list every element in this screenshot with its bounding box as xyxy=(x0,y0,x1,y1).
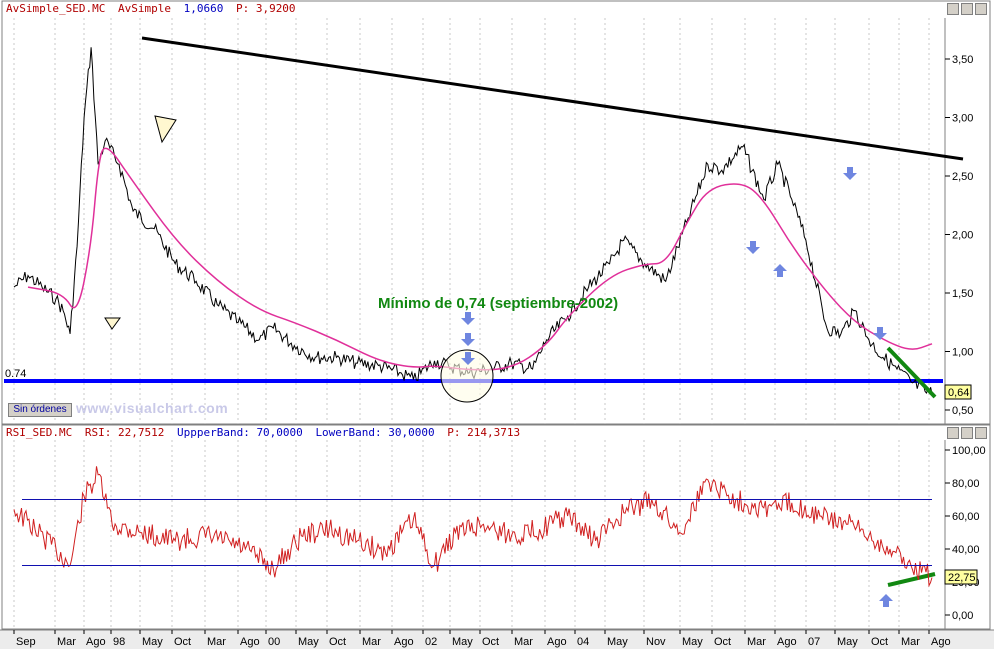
x-tick-label: Ago xyxy=(86,636,106,648)
x-tick-label: May xyxy=(452,636,473,648)
rsi-header-p: P: 214,3713 xyxy=(447,426,520,439)
x-tick-label: Oct xyxy=(871,636,888,648)
no-orders-button[interactable]: Sin órdenes xyxy=(8,403,72,417)
x-tick-label: 02 xyxy=(425,636,437,648)
rsi-maximize-button[interactable] xyxy=(961,427,973,439)
arrow-down-icon xyxy=(873,327,887,340)
minimize-button[interactable] xyxy=(947,3,959,15)
rsi-y-tick-label: 40,00 xyxy=(952,544,980,556)
minimum-annotation: Mínimo de 0,74 (septiembre-2002) xyxy=(378,295,618,312)
price-header-p: P: 3,9200 xyxy=(236,2,296,15)
x-tick-label: Mar xyxy=(57,636,76,648)
time-x-axis: Sep Mar Ago 98 May Oct Mar Ago 00 May Oct Mar Ago 02 M… xyxy=(13,630,951,648)
arrow-down-icon xyxy=(843,167,857,180)
rsi-y-tick-label: 80,00 xyxy=(952,478,980,490)
price-y-tick-label: 2,50 xyxy=(952,171,973,183)
rsi-header: RSI_SED.MC RSI: 22,7512 UppperBand: 70,0… xyxy=(6,426,520,439)
time-axis-strip xyxy=(0,630,994,649)
arrow-down-icon xyxy=(461,352,475,365)
x-tick-label: Oct xyxy=(174,636,191,648)
price-panel-frame xyxy=(1,0,991,425)
x-tick-label: Mar xyxy=(514,636,533,648)
maximize-button[interactable] xyxy=(961,3,973,15)
x-tick-label: Mar xyxy=(207,636,226,648)
rsi-header-upper: UppperBand: 70,0000 xyxy=(177,426,303,439)
x-tick-label: 07 xyxy=(808,636,820,648)
rsi-header-value: RSI: 22,7512 xyxy=(85,426,164,439)
watermark: www.visualchart.com xyxy=(76,400,229,416)
rsi-last-value: 22,75 xyxy=(948,572,976,584)
x-tick-label: May xyxy=(837,636,858,648)
rsi-minimize-button[interactable] xyxy=(947,427,959,439)
x-tick-label: Oct xyxy=(482,636,499,648)
x-tick-label: Sep xyxy=(16,636,36,648)
price-y-tick-label: 3,00 xyxy=(952,113,973,125)
price-header: AvSimple_SED.MC AvSimple 1,0660 P: 3,920… xyxy=(6,2,296,15)
price-y-axis: 3,50 3,00 2,50 2,00 1,50 1,00 0,50 xyxy=(945,54,973,417)
rsi-last-value-box xyxy=(944,569,978,585)
x-tick-label: 98 xyxy=(113,636,125,648)
x-tick-label: May xyxy=(142,636,163,648)
x-tick-label: Ago xyxy=(777,636,797,648)
rsi-panel-frame xyxy=(1,424,991,630)
x-tick-label: Ago xyxy=(240,636,260,648)
price-header-name: AvSimple_SED.MC xyxy=(6,2,105,15)
x-tick-label: Oct xyxy=(329,636,346,648)
x-tick-label: May xyxy=(607,636,628,648)
price-header-study: AvSimple xyxy=(118,2,171,15)
x-tick-label: Ago xyxy=(931,636,951,648)
arrow-down-icon xyxy=(461,312,475,325)
price-y-tick-label: 1,50 xyxy=(952,288,973,300)
support-line-label: 0.74 xyxy=(5,368,26,380)
rsi-y-tick-label: 0,00 xyxy=(952,610,973,622)
x-tick-label: Oct xyxy=(714,636,731,648)
x-tick-label: 00 xyxy=(268,636,280,648)
top-triangle-marker xyxy=(154,115,177,144)
price-y-tick-label: 1,00 xyxy=(952,347,973,359)
minimum-circle xyxy=(440,349,494,403)
x-tick-label: May xyxy=(682,636,703,648)
price-y-tick-label: 3,50 xyxy=(952,54,973,66)
rsi-divergence-line xyxy=(887,572,936,587)
rsi-series xyxy=(13,466,933,588)
descending-trendline xyxy=(141,36,964,161)
price-y-tick-label: 2,00 xyxy=(952,230,973,242)
rsi-close-button[interactable] xyxy=(975,427,987,439)
rsi-header-lower: LowerBand: 30,0000 xyxy=(315,426,434,439)
arrow-markers xyxy=(461,167,893,607)
bottom-triangle-marker xyxy=(104,317,121,330)
time-grid xyxy=(13,18,930,629)
price-y-tick-label: 0,50 xyxy=(952,405,973,417)
arrow-down-icon xyxy=(461,333,475,346)
rsi-y-tick-label: 60,00 xyxy=(952,511,980,523)
x-tick-label: Mar xyxy=(747,636,766,648)
x-tick-label: Nov xyxy=(646,636,666,648)
price-last-value: 0,64 xyxy=(948,387,969,399)
arrow-down-icon xyxy=(746,241,760,254)
rsi-y-tick-label: 100,00 xyxy=(952,445,986,457)
x-tick-label: May xyxy=(298,636,319,648)
close-button[interactable] xyxy=(975,3,987,15)
price-last-value-box xyxy=(944,384,972,400)
price-header-value: 1,0660 xyxy=(184,2,224,15)
rsi-header-name: RSI_SED.MC xyxy=(6,426,72,439)
x-tick-label: Ago xyxy=(394,636,414,648)
arrow-up-icon xyxy=(879,594,893,607)
x-tick-label: 04 xyxy=(577,636,589,648)
x-tick-label: Ago xyxy=(547,636,567,648)
x-tick-label: Mar xyxy=(901,636,920,648)
x-tick-label: Mar xyxy=(362,636,381,648)
price-divergence-line xyxy=(886,346,937,399)
arrow-up-icon xyxy=(773,264,787,277)
